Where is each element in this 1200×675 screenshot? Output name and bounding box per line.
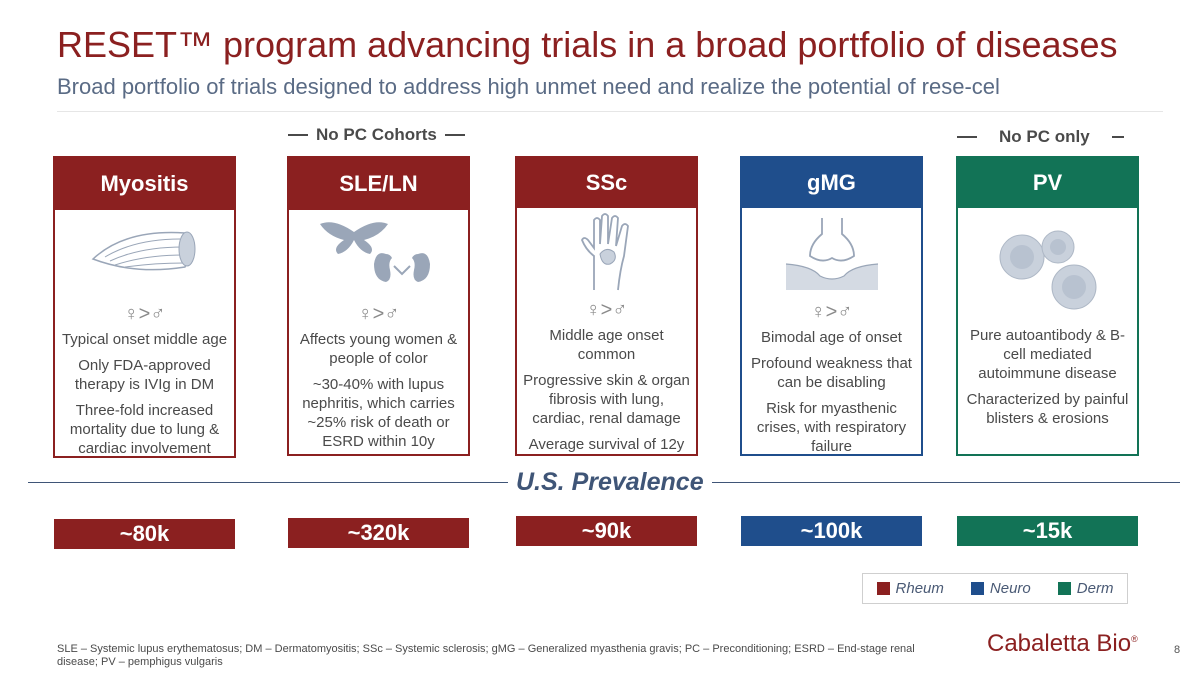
card-line: Pure autoantibody & B-cell mediated auto… [969, 327, 1126, 382]
disease-card-gmg: gMG ♀>♂ Bimodal age of onset Profound we… [740, 156, 923, 456]
card-line: Bimodal age of onset [761, 329, 902, 346]
card-line: Characterized by painful blisters & eros… [966, 391, 1129, 427]
gender-ratio: ♀>♂ [585, 298, 628, 321]
legend-swatch [970, 582, 984, 595]
card-line: ~30-40% with lupus nephritis, which carr… [302, 376, 455, 450]
card-description: Affects young women & people of color ~3… [289, 330, 468, 451]
logo-text: Cabaletta Bio [987, 630, 1132, 657]
card-line: Three-fold increased mortality due to lu… [69, 402, 220, 457]
card-title: PV [958, 158, 1137, 208]
prevalence-pv: ~15k [957, 516, 1138, 546]
card-title: gMG [742, 158, 921, 208]
legend-item-rheum: Rheum [876, 580, 944, 597]
prevalence-divider-right [712, 482, 1180, 483]
disease-card-sle-ln: SLE/LN ♀>♂ Affects young women & people … [287, 156, 470, 456]
card-description: Pure autoantibody & B-cell mediated auto… [958, 326, 1137, 428]
legend-item-neuro: Neuro [970, 580, 1031, 597]
prevalence-gmg: ~100k [741, 516, 922, 546]
card-line: Middle age onset common [549, 327, 664, 363]
legend-label: Rheum [895, 580, 944, 597]
page-title: RESET™ program advancing trials in a bro… [57, 24, 1118, 65]
prevalence-heading: U.S. Prevalence [516, 468, 704, 496]
cohort-label-no-pc-only: No PC only [957, 127, 1124, 147]
card-title: Myositis [55, 158, 234, 210]
card-line: Only FDA-approved therapy is IVIg in DM [74, 357, 215, 393]
card-line: Profound weakness that can be disabling [751, 355, 912, 391]
card-line: Progressive skin & organ fibrosis with l… [523, 372, 690, 427]
gender-ratio: ♀>♂ [123, 302, 166, 325]
gender-ratio: ♀>♂ [810, 300, 853, 323]
cohort-label-no-pc-cohorts: No PC Cohorts [288, 125, 465, 145]
card-description: Middle age onset common Progressive skin… [517, 326, 696, 454]
prevalence-divider-left [28, 482, 508, 483]
butterfly-kidney-icon [289, 210, 468, 298]
prevalence-ssc: ~90k [516, 516, 697, 546]
gender-ratio: ♀>♂ [357, 302, 400, 325]
card-title: SSc [517, 158, 696, 208]
legend-label: Neuro [989, 580, 1031, 597]
synapse-icon [742, 208, 921, 296]
card-line: Typical onset middle age [61, 331, 228, 348]
card-line: Average survival of 12y [528, 436, 685, 453]
card-title: SLE/LN [289, 158, 468, 210]
page-subtitle: Broad portfolio of trials designed to ad… [57, 74, 1000, 99]
legend-label: Derm [1076, 580, 1114, 597]
disease-card-myositis: Myositis ♀>♂ Typical onset middle age On… [53, 156, 236, 458]
disease-card-ssc: SSc ♀>♂ Middle age onset common Progress… [515, 156, 698, 456]
hand-icon [517, 208, 696, 294]
legend: Rheum Neuro Derm [862, 573, 1128, 604]
legend-item-derm: Derm [1057, 580, 1114, 597]
company-logo: Cabaletta Bio® [987, 630, 1138, 658]
disease-card-pv: PV Pure autoantibody & B-cell mediated a… [956, 156, 1139, 456]
card-description: Bimodal age of onset Profound weakness t… [742, 328, 921, 456]
legend-swatch [876, 582, 890, 595]
header-divider [57, 111, 1163, 112]
muscle-icon [55, 210, 234, 298]
card-line: Risk for myasthenic crises, with respira… [756, 400, 907, 455]
footnote: SLE – Systemic lupus erythematosus; DM –… [57, 643, 915, 668]
card-line: Affects young women & people of color [299, 331, 458, 367]
page-number: 8 [1174, 644, 1181, 656]
card-description: Typical onset middle age Only FDA-approv… [55, 330, 234, 458]
logo-registered-mark: ® [1131, 634, 1138, 644]
prevalence-sle-ln: ~320k [288, 518, 469, 548]
prevalence-myositis: ~80k [54, 519, 235, 549]
cells-icon [958, 208, 1137, 326]
legend-swatch [1057, 582, 1071, 595]
